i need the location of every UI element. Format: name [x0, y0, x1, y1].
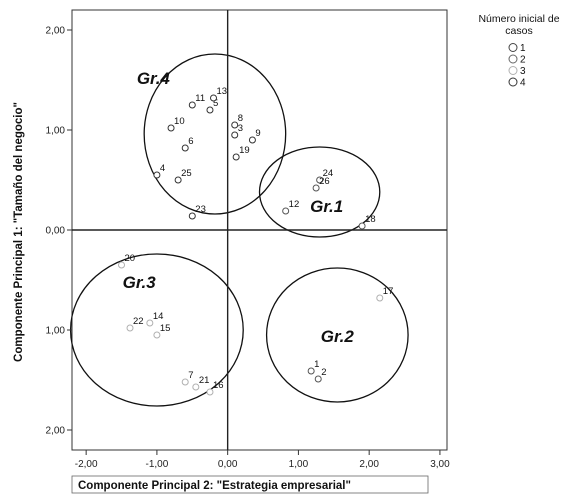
data-point — [188, 101, 196, 109]
legend-marker — [508, 77, 518, 87]
cluster-ellipse — [143, 53, 287, 215]
data-points: 1234567891011121314151617181920212223242… — [118, 86, 394, 396]
legend-item-label: 4 — [520, 78, 526, 89]
x-tick-label: 3,00 — [430, 459, 450, 470]
y-tick-label: 1,00 — [46, 326, 66, 337]
point-label: 18 — [365, 214, 376, 225]
legend-marker — [508, 66, 518, 75]
data-point — [118, 261, 126, 269]
data-point — [358, 222, 366, 230]
point-label: 16 — [213, 380, 224, 391]
axes — [72, 10, 447, 450]
y-tick-label: 1,00 — [46, 126, 66, 137]
x-tick-label: -1,00 — [146, 459, 169, 470]
point-label: 13 — [217, 86, 228, 97]
data-point — [167, 124, 175, 132]
legend-item-label: 3 — [520, 66, 526, 77]
point-label: 15 — [160, 323, 171, 334]
point-label: 5 — [213, 98, 218, 109]
data-point — [153, 171, 161, 179]
data-point — [282, 207, 290, 215]
data-point — [316, 176, 324, 184]
point-label: 21 — [199, 375, 210, 386]
point-label: 6 — [188, 136, 193, 147]
y-tick-label: 0,00 — [46, 226, 66, 237]
point-label: 17 — [383, 286, 394, 297]
data-point — [248, 136, 256, 144]
legend-item-label: 2 — [520, 55, 526, 66]
point-label: 25 — [181, 168, 192, 179]
point-label: 1 — [314, 359, 319, 370]
point-label: 10 — [174, 116, 185, 127]
data-point — [312, 184, 320, 192]
data-point — [181, 378, 189, 386]
y-tick-label: 2,00 — [46, 426, 66, 437]
group-label: Gr.1 — [310, 197, 343, 216]
point-label: 19 — [239, 145, 250, 156]
x-tick-label: -2,00 — [75, 459, 98, 470]
point-label: 3 — [238, 123, 243, 134]
data-point — [231, 121, 239, 129]
point-label: 26 — [319, 176, 330, 187]
data-point — [126, 324, 134, 332]
legend-marker — [508, 54, 518, 64]
point-label: 20 — [125, 253, 136, 264]
data-point — [146, 319, 154, 327]
x-tick-label: 0,00 — [218, 459, 238, 470]
data-point — [232, 153, 240, 161]
y-axis-label: Componente Principal 1: "Tamaño del nego… — [13, 102, 25, 362]
ticks: -2,00 -1,00 0,00 1,00 2,00 3,00 2,00 1,00 0,00 1,… — [46, 26, 451, 471]
cluster-ellipses — [69, 53, 409, 407]
group-labels: Gr.1 Gr.2 Gr.3 Gr.4 — [123, 69, 355, 346]
data-point — [206, 106, 214, 114]
group-label: Gr.2 — [321, 327, 355, 346]
legend-title-line-2: casos — [505, 25, 532, 37]
y-tick-label: 2,00 — [46, 26, 66, 37]
data-point — [376, 294, 384, 302]
x-axis-label: Componente Principal 2: "Estrategia empr… — [78, 480, 351, 492]
point-label: 24 — [323, 168, 334, 179]
group-label: Gr.4 — [137, 69, 171, 88]
x-tick-label: 1,00 — [289, 459, 309, 470]
cluster-ellipse — [265, 267, 409, 403]
data-point — [231, 131, 239, 139]
data-point — [307, 367, 315, 375]
legend-marker — [508, 43, 518, 52]
point-label: 7 — [188, 370, 193, 381]
point-label: 22 — [133, 316, 144, 327]
data-point — [188, 212, 196, 220]
data-point — [174, 176, 182, 184]
legend-title-line-1: Número inicial de — [478, 13, 559, 25]
legend-item-label: 1 — [520, 43, 526, 54]
point-label: 11 — [195, 93, 205, 104]
data-point — [192, 383, 200, 391]
point-label: 2 — [321, 367, 326, 378]
data-point — [153, 331, 161, 339]
point-label: 4 — [160, 163, 165, 174]
x-axis-label-box — [71, 475, 429, 494]
data-point — [210, 94, 218, 102]
x-tick-label: 2,00 — [359, 459, 379, 470]
group-label: Gr.3 — [123, 273, 157, 292]
data-point — [206, 388, 214, 396]
point-label: 23 — [195, 204, 206, 215]
cluster-ellipse — [258, 146, 381, 238]
point-label: 8 — [238, 113, 243, 124]
point-label: 9 — [255, 128, 260, 139]
point-label: 14 — [153, 311, 164, 322]
data-point — [181, 144, 189, 152]
data-point — [314, 375, 322, 383]
point-label: 12 — [289, 199, 300, 210]
